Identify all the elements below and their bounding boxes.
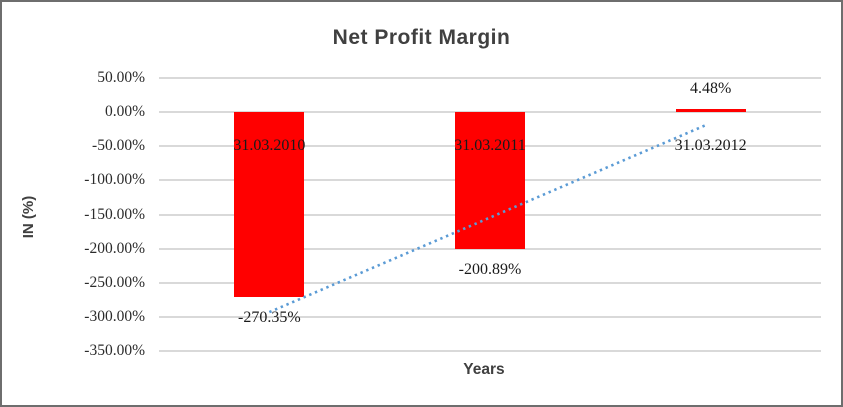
y-tick-label: -150.00% bbox=[84, 205, 145, 223]
gridline bbox=[159, 315, 821, 318]
y-tick-label: 50.00% bbox=[97, 69, 145, 86]
bar-31.03.2012 bbox=[675, 108, 746, 113]
data-label: -270.35% bbox=[238, 308, 301, 326]
y-tick-label: -50.00% bbox=[92, 137, 145, 155]
y-tick-label: -200.00% bbox=[84, 239, 145, 257]
data-label: 4.48% bbox=[689, 79, 732, 97]
data-label: -200.89% bbox=[458, 261, 522, 279]
y-tick-label: -300.00% bbox=[84, 307, 145, 325]
category-label: 31.03.2012 bbox=[674, 137, 747, 154]
category-label: 31.03.2010 bbox=[233, 137, 306, 154]
y-tick-label: 0.00% bbox=[104, 103, 145, 121]
chart-title: Net Profit Margin bbox=[332, 26, 511, 49]
gridline bbox=[159, 77, 821, 79]
y-tick-label: -250.00% bbox=[84, 273, 145, 291]
gridline bbox=[159, 350, 821, 352]
y-tick-label: -100.00% bbox=[84, 171, 145, 189]
category-label: 31.03.2011 bbox=[454, 137, 526, 154]
bar-31.03.2011 bbox=[455, 112, 525, 250]
y-tick-label: -350.00% bbox=[84, 342, 145, 359]
x-axis-title: Years bbox=[463, 361, 505, 378]
y-axis-title: IN (%) bbox=[20, 195, 37, 239]
